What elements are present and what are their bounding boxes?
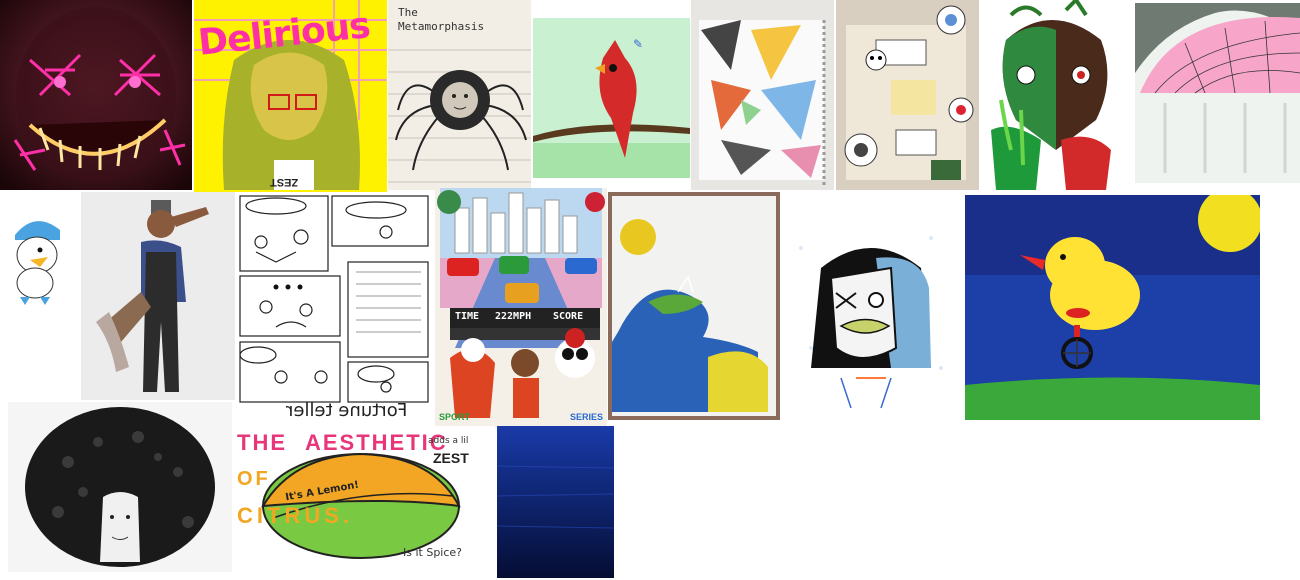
artwork-collage-journal[interactable] <box>836 0 979 190</box>
artwork-scribble-portrait[interactable] <box>781 208 962 426</box>
sport-label: SPORT <box>439 412 471 422</box>
artwork-geometric-sketchbook[interactable] <box>691 0 834 190</box>
artwork-afro-portrait[interactable] <box>8 402 232 572</box>
artwork-deep-blue[interactable] <box>497 426 614 578</box>
score-time: TIME <box>455 311 480 322</box>
artwork-cardinal[interactable]: ✎ <box>533 18 690 178</box>
series-label: SERIES <box>569 412 603 422</box>
artwork-delirious[interactable]: Delirious <box>194 0 387 192</box>
delirious-zest-tag: ZEST <box>270 176 299 188</box>
dual-face-drawing <box>981 0 1128 192</box>
chick-drawing <box>965 195 1260 420</box>
metamorphasis-title: The Metamorphasis <box>398 6 485 33</box>
svg-text:✎: ✎ <box>633 37 643 51</box>
score-speed: 222MPH <box>495 311 532 322</box>
dancer-drawing <box>81 192 235 400</box>
artwork-comic-fortune-teller[interactable]: Fortune teller <box>236 192 432 424</box>
score-label: SCORE <box>553 311 584 322</box>
cardinal-drawing: ✎ <box>533 18 690 178</box>
duck-drawing <box>15 221 60 305</box>
artwork-metamorphasis[interactable]: The Metamorphasis <box>388 0 531 190</box>
citrus-aesthetic: AESTHETIC <box>305 430 448 455</box>
scribble-portrait-drawing <box>781 208 962 426</box>
citrus-is-it-spice: Is it Spice? <box>403 546 463 559</box>
artwork-yellow-chick[interactable] <box>965 195 1260 420</box>
artwork-duck[interactable] <box>0 205 75 315</box>
geometric-drawing <box>691 0 834 190</box>
artwork-pink-umbrella[interactable] <box>1135 3 1300 183</box>
comic-drawing <box>236 192 432 424</box>
spider-drawing <box>388 0 531 190</box>
delirious-drawing <box>194 0 387 192</box>
artwork-dancer[interactable] <box>81 192 235 400</box>
citrus-zest: ZEST <box>433 450 469 466</box>
artwork-sport-series[interactable]: TIME 222MPH SCORE SPORT SERIES <box>435 188 607 428</box>
neon-mask-drawing <box>0 0 192 190</box>
citrus-the: THE <box>237 430 287 455</box>
umbrella-drawing <box>1135 3 1300 183</box>
artwork-neon-mask[interactable] <box>0 0 192 190</box>
comic-caption: Fortune teller <box>286 400 408 421</box>
artwork-citrus[interactable]: THE AESTHETIC OF CITRUS. It's A Lemon! a… <box>233 426 495 576</box>
citrus-citrus: CITRUS. <box>237 503 353 528</box>
sport-series-drawing <box>435 188 607 428</box>
citrus-of: OF <box>237 468 271 490</box>
lemon-drawing <box>233 426 495 576</box>
afro-drawing <box>8 402 232 572</box>
collage-drawing <box>836 0 979 190</box>
citrus-adds-a-lil: adds a lil <box>428 436 469 446</box>
artwork-dual-face[interactable] <box>981 0 1128 192</box>
wave-drawing <box>608 192 780 420</box>
artwork-wave[interactable] <box>608 192 780 420</box>
deep-blue-drawing <box>497 426 614 578</box>
